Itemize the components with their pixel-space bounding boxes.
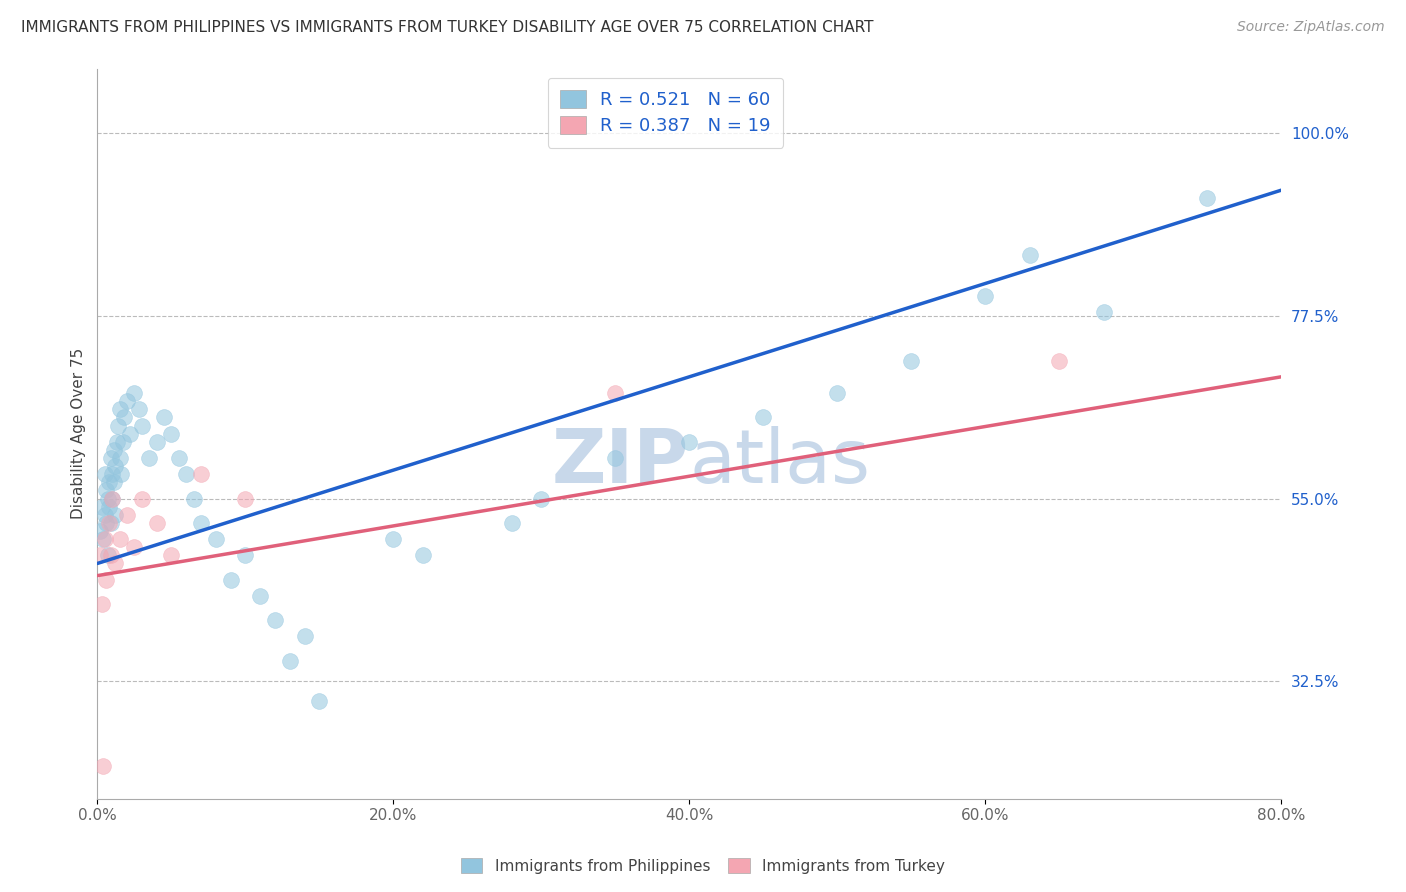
Point bbox=[825, 386, 848, 401]
Point bbox=[382, 532, 405, 546]
Point bbox=[249, 589, 271, 603]
Point bbox=[412, 549, 434, 563]
Point bbox=[104, 508, 127, 522]
Point bbox=[678, 434, 700, 449]
Point bbox=[98, 516, 121, 530]
Point bbox=[100, 516, 122, 530]
Point bbox=[91, 759, 114, 773]
Point bbox=[124, 386, 146, 401]
Point bbox=[115, 394, 138, 409]
Point bbox=[1092, 305, 1115, 319]
Point bbox=[96, 573, 118, 587]
Point bbox=[278, 654, 301, 668]
Point bbox=[103, 475, 125, 490]
Point bbox=[108, 532, 131, 546]
Point bbox=[118, 426, 141, 441]
Point bbox=[128, 402, 150, 417]
Point bbox=[115, 508, 138, 522]
Point bbox=[94, 532, 117, 546]
Point bbox=[89, 524, 111, 538]
Point bbox=[160, 426, 183, 441]
Point bbox=[530, 491, 553, 506]
Point bbox=[160, 549, 183, 563]
Point bbox=[94, 508, 117, 522]
Point bbox=[145, 434, 167, 449]
Point bbox=[308, 694, 330, 708]
Point bbox=[167, 450, 190, 465]
Point bbox=[97, 549, 120, 563]
Point bbox=[1047, 353, 1070, 368]
Point bbox=[104, 459, 127, 474]
Point bbox=[90, 500, 112, 514]
Point bbox=[103, 442, 125, 457]
Point bbox=[501, 516, 523, 530]
Point bbox=[264, 613, 287, 627]
Text: atlas: atlas bbox=[689, 426, 870, 500]
Point bbox=[105, 434, 128, 449]
Point bbox=[98, 500, 121, 514]
Point bbox=[101, 491, 124, 506]
Point bbox=[100, 450, 122, 465]
Point bbox=[124, 540, 146, 554]
Point bbox=[605, 450, 627, 465]
Point bbox=[204, 532, 226, 546]
Point bbox=[233, 491, 256, 506]
Point bbox=[100, 549, 122, 563]
Point bbox=[101, 467, 124, 482]
Point bbox=[101, 491, 124, 506]
Point bbox=[190, 516, 212, 530]
Point bbox=[174, 467, 197, 482]
Point bbox=[112, 410, 135, 425]
Point bbox=[145, 516, 167, 530]
Point bbox=[294, 630, 316, 644]
Point bbox=[752, 410, 775, 425]
Point bbox=[91, 532, 114, 546]
Point bbox=[233, 549, 256, 563]
Legend: R = 0.521   N = 60, R = 0.387   N = 19: R = 0.521 N = 60, R = 0.387 N = 19 bbox=[548, 78, 783, 148]
Point bbox=[974, 289, 997, 303]
Point bbox=[94, 467, 117, 482]
Point bbox=[90, 597, 112, 611]
Text: ZIP: ZIP bbox=[553, 426, 689, 500]
Point bbox=[190, 467, 212, 482]
Point bbox=[98, 475, 121, 490]
Point bbox=[1018, 248, 1040, 262]
Point bbox=[96, 516, 118, 530]
Text: Source: ZipAtlas.com: Source: ZipAtlas.com bbox=[1237, 20, 1385, 34]
Point bbox=[900, 353, 922, 368]
Point bbox=[111, 434, 134, 449]
Point bbox=[108, 402, 131, 417]
Point bbox=[183, 491, 205, 506]
Point bbox=[131, 491, 153, 506]
Point bbox=[138, 450, 160, 465]
Point bbox=[96, 483, 118, 498]
Point bbox=[110, 467, 132, 482]
Point bbox=[97, 491, 120, 506]
Y-axis label: Disability Age Over 75: Disability Age Over 75 bbox=[72, 348, 86, 519]
Point bbox=[153, 410, 176, 425]
Legend: Immigrants from Philippines, Immigrants from Turkey: Immigrants from Philippines, Immigrants … bbox=[456, 852, 950, 880]
Point bbox=[605, 386, 627, 401]
Point bbox=[89, 549, 111, 563]
Point bbox=[108, 450, 131, 465]
Point bbox=[107, 418, 129, 433]
Point bbox=[104, 557, 127, 571]
Text: IMMIGRANTS FROM PHILIPPINES VS IMMIGRANTS FROM TURKEY DISABILITY AGE OVER 75 COR: IMMIGRANTS FROM PHILIPPINES VS IMMIGRANT… bbox=[21, 20, 873, 35]
Point bbox=[219, 573, 242, 587]
Point bbox=[131, 418, 153, 433]
Point bbox=[1197, 191, 1219, 205]
